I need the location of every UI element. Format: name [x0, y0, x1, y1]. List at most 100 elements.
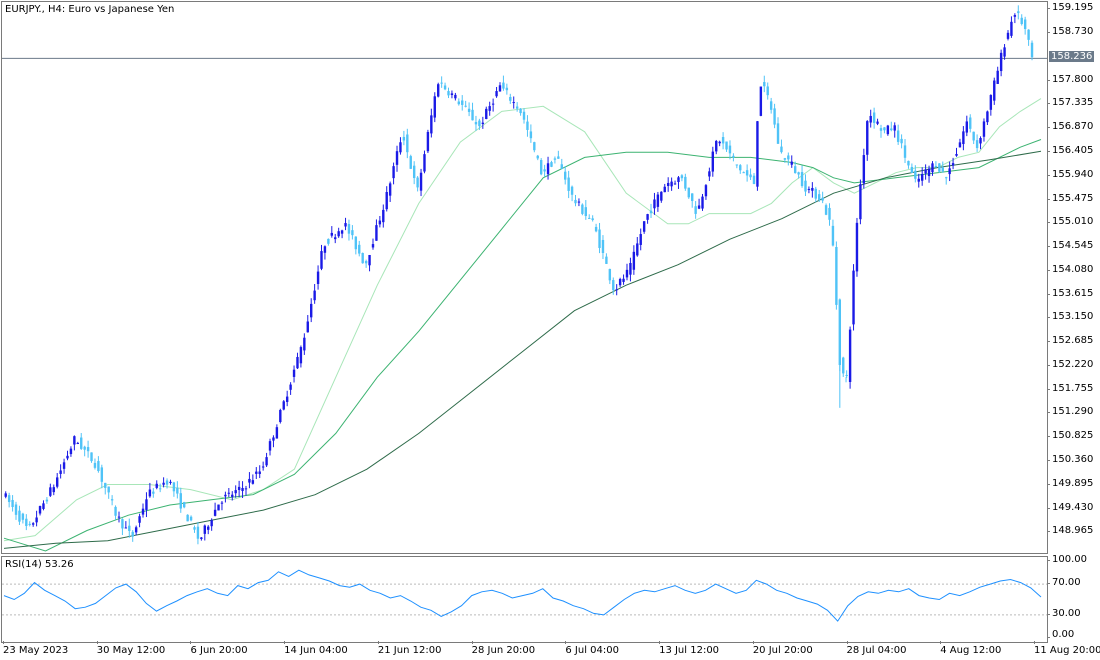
candle	[512, 96, 515, 109]
candle-body	[769, 101, 773, 110]
rsi-indicator-pane[interactable]: RSI(14) 53.26	[1, 556, 1048, 643]
candle-body	[920, 174, 924, 181]
rsi-line	[3, 569, 1042, 622]
candle	[814, 186, 817, 203]
price-tick-mark	[1047, 127, 1050, 129]
price-axis[interactable]: 159.195 158.730 157.800 157.335 156.870 156.4…	[1047, 1, 1100, 552]
rsi-axis[interactable]: 100.00 70.00 30.00 0.00	[1047, 554, 1100, 641]
candle	[763, 75, 766, 93]
price-chart-canvas[interactable]	[2, 2, 1047, 553]
candle	[330, 226, 334, 238]
candle	[783, 157, 787, 163]
candle	[344, 217, 347, 231]
candle	[25, 514, 28, 531]
candle-body	[196, 526, 200, 539]
candle-body	[533, 142, 536, 151]
candle-body	[14, 504, 18, 515]
candle-body	[25, 518, 28, 526]
candle-body	[138, 516, 141, 523]
candle	[945, 176, 948, 185]
candle-body	[323, 246, 327, 253]
candle	[464, 100, 467, 108]
candle-body	[584, 207, 588, 217]
candle-body	[550, 162, 553, 167]
candle	[1017, 5, 1020, 20]
candle	[564, 166, 567, 185]
price-tick-label: 157.335	[1052, 97, 1094, 109]
candle-body	[148, 489, 152, 497]
candle	[570, 185, 574, 202]
candle-body	[69, 448, 73, 455]
candle-body	[481, 122, 485, 124]
candle-body	[110, 499, 114, 501]
candle	[227, 488, 231, 498]
price-chart-pane[interactable]: EURJPY., H4: Euro vs Japanese Yen	[1, 1, 1048, 554]
candle-body	[567, 177, 570, 191]
time-axis[interactable]: 23 May 2023 30 May 12:00 6 Jun 20:00 14 Jun…	[1, 641, 1100, 660]
rsi-chart-canvas[interactable]	[2, 557, 1047, 642]
candle	[852, 264, 855, 331]
candle	[196, 521, 200, 545]
candle-body	[917, 178, 920, 182]
candle-body	[467, 108, 471, 112]
candle-body	[275, 427, 279, 439]
candle	[134, 525, 138, 536]
price-tick-label: 154.080	[1052, 263, 1094, 275]
candle	[553, 156, 557, 164]
candle-body	[663, 186, 666, 193]
candle	[581, 203, 584, 216]
candle	[4, 491, 7, 499]
candle-body	[718, 141, 721, 144]
candle-body	[588, 217, 591, 219]
candle-body	[437, 84, 440, 97]
candle-body	[248, 478, 251, 483]
candle-body	[948, 168, 951, 175]
candle-body	[828, 207, 831, 220]
candle-body	[800, 172, 804, 187]
candle-body	[179, 493, 182, 509]
candle-body	[114, 506, 117, 516]
candle-body	[958, 142, 962, 148]
candle	[86, 440, 90, 458]
candle-body	[344, 223, 347, 227]
candle-body	[848, 329, 852, 382]
price-tick-label: 159.195	[1052, 2, 1094, 14]
candle-body	[728, 145, 732, 154]
candle	[31, 522, 35, 527]
price-tick-mark	[1047, 103, 1050, 105]
candle	[244, 485, 248, 496]
candle-body	[622, 278, 625, 282]
candle-body	[811, 187, 814, 191]
candle-body	[1023, 19, 1027, 29]
candle-body	[876, 121, 879, 124]
candle	[625, 263, 629, 281]
candle-body	[244, 488, 248, 490]
candle-body	[28, 523, 31, 525]
candle-body	[1010, 21, 1013, 36]
candle	[824, 203, 828, 216]
candle	[859, 179, 862, 225]
candle-body	[639, 234, 642, 245]
candle-body	[636, 243, 639, 256]
price-tick-mark	[1047, 79, 1050, 81]
candle-body	[519, 108, 522, 114]
candle	[406, 128, 409, 159]
candle	[248, 472, 251, 489]
ma-slow-line	[3, 150, 1042, 549]
candle	[220, 500, 224, 511]
candle	[958, 138, 962, 148]
candle	[618, 277, 622, 288]
price-tick-label: 153.150	[1052, 311, 1094, 323]
candle	[752, 173, 756, 185]
candle-body	[203, 525, 206, 534]
candle-body	[227, 492, 231, 494]
candle-body	[330, 232, 334, 236]
time-tick-label: 13 Jul 12:00	[659, 645, 720, 656]
candle	[955, 147, 958, 157]
candle	[203, 524, 206, 541]
candle	[402, 130, 406, 146]
price-tick-label: 155.010	[1052, 216, 1094, 228]
candle-body	[340, 230, 344, 234]
candle	[546, 156, 550, 180]
candle	[141, 503, 145, 518]
